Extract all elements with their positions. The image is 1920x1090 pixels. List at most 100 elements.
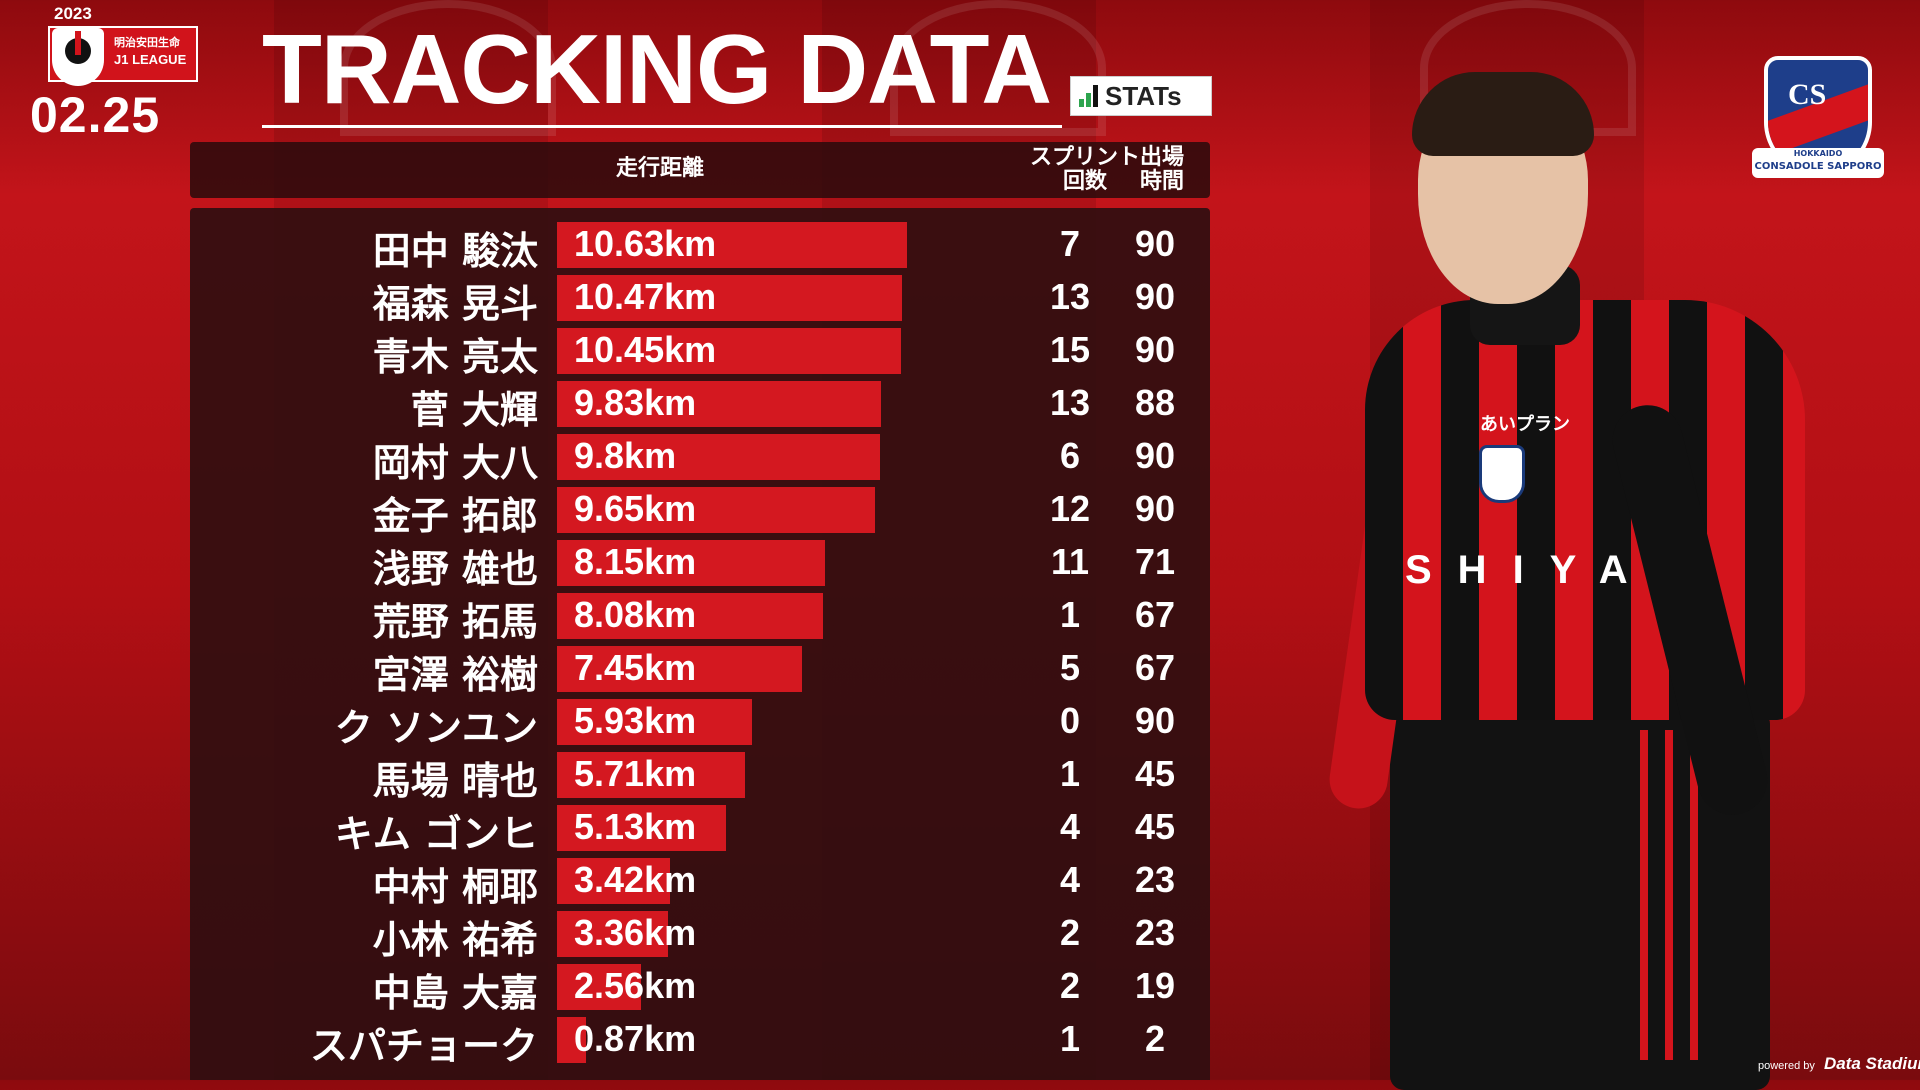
distance-bar <box>557 699 752 745</box>
player-hair <box>1412 72 1594 156</box>
player-name: 中村 桐耶 <box>372 865 538 909</box>
page-title: TRACKING DATA <box>262 14 1052 124</box>
sprint-count: 13 <box>1049 276 1091 317</box>
minutes-played: 45 <box>1134 753 1176 794</box>
table-row: 小林 祐希 3.36km 2 23 <box>190 903 1210 962</box>
title-underline <box>262 125 1062 128</box>
player-name: 金子 拓郎 <box>372 494 538 538</box>
jersey-sponsor-text: SHIYA <box>1405 548 1654 592</box>
distance-value: 5.71km <box>574 753 697 794</box>
distance-value: 8.15km <box>574 541 697 582</box>
minutes-played: 90 <box>1134 700 1176 741</box>
distance-bar <box>557 911 668 957</box>
table-row: 馬場 晴也 5.71km 1 45 <box>190 744 1210 803</box>
background-pattern <box>340 0 556 136</box>
distance-value: 10.47km <box>574 276 717 317</box>
header-minutes-line1: 出場 <box>1139 145 1184 170</box>
league-badge: 明治安田生命 J1 LEAGUE <box>48 26 198 86</box>
bar-chart-icon <box>1079 85 1099 107</box>
table-row: 中島 大嘉 2.56km 2 19 <box>190 956 1210 1015</box>
header-sprints-line2: 回数 <box>1062 169 1107 194</box>
sprint-count: 2 <box>1059 965 1081 1006</box>
minutes-played: 23 <box>1134 859 1176 900</box>
distance-bar <box>557 593 823 639</box>
minutes-played: 45 <box>1134 806 1176 847</box>
background-pattern <box>890 0 1106 136</box>
distance-value: 9.65km <box>574 488 697 529</box>
table-row: 金子 拓郎 9.65km 12 90 <box>190 479 1210 538</box>
club-letters: CS <box>1788 78 1827 111</box>
league-sponsor-name: 明治安田生命 <box>114 36 180 49</box>
distance-bar <box>557 381 881 427</box>
minutes-played: 90 <box>1134 435 1176 476</box>
distance-value: 7.45km <box>574 647 697 688</box>
sprint-count: 13 <box>1049 382 1091 423</box>
minutes-played: 2 <box>1144 1018 1166 1059</box>
player-name: キム ゴンヒ <box>334 812 538 856</box>
minutes-played: 90 <box>1134 223 1176 264</box>
distance-value: 5.93km <box>574 700 697 741</box>
header-sprints: スプリント 回数 <box>1010 146 1160 194</box>
table-row: 浅野 雄也 8.15km 11 71 <box>190 532 1210 591</box>
jersey-crest-icon <box>1479 445 1525 503</box>
distance-value: 9.8km <box>574 435 677 476</box>
table-row: 荒野 拓馬 8.08km 1 67 <box>190 585 1210 644</box>
distance-value: 8.08km <box>574 594 697 635</box>
distance-bar <box>557 328 901 374</box>
sprint-count: 4 <box>1059 806 1081 847</box>
table-row: 菅 大輝 9.83km 13 88 <box>190 373 1210 432</box>
player-jersey <box>1365 300 1805 720</box>
table-row: 宮澤 裕樹 7.45km 5 67 <box>190 638 1210 697</box>
sprint-count: 1 <box>1059 753 1081 794</box>
powered-by-label: powered by <box>1758 1060 1815 1072</box>
sprint-count: 6 <box>1059 435 1081 476</box>
player-name: 青木 亮太 <box>372 335 538 379</box>
stats-logo: STATs <box>1070 76 1212 116</box>
match-date: 02.25 <box>30 87 161 143</box>
club-crest-icon: CS HOKKAIDO CONSADOLE SAPPORO <box>1752 44 1884 194</box>
table-row: スパチョーク 0.87km 1 2 <box>190 1009 1210 1068</box>
table-row: キム ゴンヒ 5.13km 4 45 <box>190 797 1210 856</box>
distance-value: 9.83km <box>574 382 697 423</box>
distance-bar <box>557 1017 586 1063</box>
distance-bar <box>557 275 902 321</box>
player-name: 菅 大輝 <box>410 388 538 432</box>
player-name: 福森 晃斗 <box>372 282 538 326</box>
data-stadium-logo: Data Stadium <box>1823 1054 1920 1073</box>
distance-bar <box>557 222 907 268</box>
distance-bar <box>557 858 670 904</box>
club-region: HOKKAIDO <box>1793 149 1843 158</box>
distance-value: 3.42km <box>574 859 697 900</box>
sprint-count: 0 <box>1059 700 1081 741</box>
distance-value: 10.45km <box>574 329 717 370</box>
distance-bar <box>557 434 880 480</box>
player-name: 小林 祐希 <box>372 918 538 962</box>
sprint-count: 12 <box>1049 488 1091 529</box>
sprint-count: 5 <box>1059 647 1081 688</box>
league-name: J1 LEAGUE <box>114 52 187 67</box>
distance-bar <box>557 646 802 692</box>
table-row: 岡村 大八 9.8km 6 90 <box>190 426 1210 485</box>
minutes-played: 71 <box>1134 541 1176 582</box>
minutes-played: 90 <box>1134 329 1176 370</box>
table-header: 走行距離 スプリント 回数 出場 時間 <box>190 142 1210 198</box>
player-name: 荒野 拓馬 <box>372 600 538 644</box>
player-name: スパチョーク <box>309 1024 538 1068</box>
minutes-played: 67 <box>1134 594 1176 635</box>
player-name: 浅野 雄也 <box>372 547 538 591</box>
distance-bar <box>557 540 825 586</box>
player-name: 岡村 大八 <box>372 441 538 485</box>
header-sprints-line1: スプリント <box>1029 145 1140 170</box>
minutes-played: 19 <box>1134 965 1176 1006</box>
sprint-count: 15 <box>1049 329 1091 370</box>
distance-bar <box>557 487 875 533</box>
distance-value: 5.13km <box>574 806 697 847</box>
jersey-chest-text: あいプラン <box>1480 414 1570 435</box>
sprint-count: 11 <box>1050 541 1090 582</box>
minutes-played: 90 <box>1134 488 1176 529</box>
club-name-band: HOKKAIDO CONSADOLE SAPPORO <box>1752 148 1884 178</box>
table-row: 中村 桐耶 3.42km 4 23 <box>190 850 1210 909</box>
minutes-played: 90 <box>1134 276 1176 317</box>
sprint-count: 2 <box>1059 912 1081 953</box>
table-row: 福森 晃斗 10.47km 13 90 <box>190 267 1210 326</box>
